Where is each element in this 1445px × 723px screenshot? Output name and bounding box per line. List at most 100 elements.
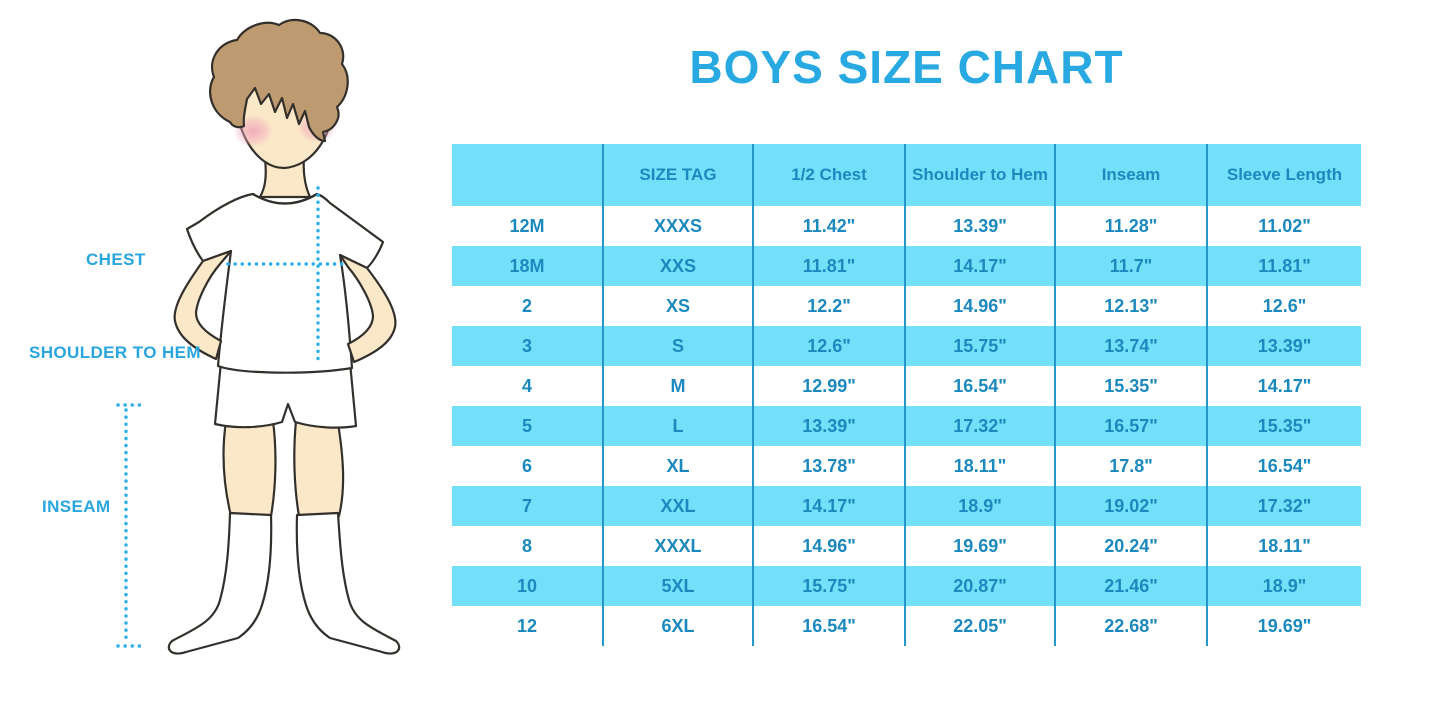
- table-row: 10 5XL 15.75" 20.87" 21.46" 18.9": [452, 566, 1361, 606]
- cell-sleeve-length: 12.6": [1206, 286, 1361, 326]
- cell-age: 10: [452, 566, 603, 606]
- cell-size-tag: 5XL: [602, 566, 753, 606]
- header-sleeve-length: Sleeve Length: [1206, 144, 1361, 206]
- header-size-tag: SIZE TAG: [602, 144, 753, 206]
- table-row: 7 XXL 14.17" 18.9" 19.02" 17.32": [452, 486, 1361, 526]
- boy-left-sock: [167, 511, 273, 655]
- table-row: 12 6XL 16.54" 22.05" 22.68" 19.69": [452, 606, 1361, 646]
- cell-inseam: 20.24": [1054, 526, 1207, 566]
- boy-tshirt: [185, 192, 385, 374]
- cell-shoulder-hem: 16.54": [904, 366, 1055, 406]
- table-row: 18M XXS 11.81" 14.17" 11.7" 11.81": [452, 246, 1361, 286]
- cell-age: 4: [452, 366, 603, 406]
- cell-shoulder-hem: 13.39": [904, 206, 1055, 246]
- cell-sleeve-length: 18.11": [1206, 526, 1361, 566]
- cell-shoulder-hem: 20.87": [904, 566, 1055, 606]
- cell-size-tag: L: [602, 406, 753, 446]
- header-half-chest: 1/2 Chest: [752, 144, 905, 206]
- cell-size-tag: XXXL: [602, 526, 753, 566]
- cell-sleeve-length: 13.39": [1206, 326, 1361, 366]
- header-shoulder-hem: Shoulder to Hem: [904, 144, 1055, 206]
- cell-age: 12: [452, 606, 603, 646]
- cell-inseam: 15.35": [1054, 366, 1207, 406]
- table-row: 3 S 12.6" 15.75" 13.74" 13.39": [452, 326, 1361, 366]
- cell-inseam: 13.74": [1054, 326, 1207, 366]
- cell-half-chest: 13.78": [752, 446, 905, 486]
- cell-inseam: 21.46": [1054, 566, 1207, 606]
- table-row: 5 L 13.39" 17.32" 16.57" 15.35": [452, 406, 1361, 446]
- boy-hair: [209, 18, 349, 143]
- cell-sleeve-length: 11.02": [1206, 206, 1361, 246]
- cell-size-tag: XS: [602, 286, 753, 326]
- cell-size-tag: XXXS: [602, 206, 753, 246]
- cell-age: 12M: [452, 206, 603, 246]
- cell-age: 18M: [452, 246, 603, 286]
- cell-half-chest: 16.54": [752, 606, 905, 646]
- cell-half-chest: 14.17": [752, 486, 905, 526]
- table-row: 12M XXXS 11.42" 13.39" 11.28" 11.02": [452, 206, 1361, 246]
- cell-sleeve-length: 14.17": [1206, 366, 1361, 406]
- cell-half-chest: 13.39": [752, 406, 905, 446]
- cell-shoulder-hem: 19.69": [904, 526, 1055, 566]
- cell-inseam: 22.68": [1054, 606, 1207, 646]
- cell-age: 6: [452, 446, 603, 486]
- cell-half-chest: 14.96": [752, 526, 905, 566]
- chest-label: CHEST: [86, 250, 146, 269]
- cell-shoulder-hem: 14.96": [904, 286, 1055, 326]
- cell-age: 2: [452, 286, 603, 326]
- cell-shoulder-hem: 17.32": [904, 406, 1055, 446]
- cell-shoulder-hem: 14.17": [904, 246, 1055, 286]
- cell-sleeve-length: 11.81": [1206, 246, 1361, 286]
- cell-inseam: 12.13": [1054, 286, 1207, 326]
- boy-right-sock: [295, 511, 401, 655]
- cell-size-tag: 6XL: [602, 606, 753, 646]
- table-header-row: SIZE TAG 1/2 Chest Shoulder to Hem Insea…: [452, 144, 1361, 206]
- boy-measurement-illustration: [116, 18, 401, 655]
- cell-inseam: 11.7": [1054, 246, 1207, 286]
- cell-shoulder-hem: 15.75": [904, 326, 1055, 366]
- boy-collar-line: [251, 192, 319, 205]
- table-row: 6 XL 13.78" 18.11" 17.8" 16.54": [452, 446, 1361, 486]
- boy-left-arm: [173, 249, 233, 361]
- cell-half-chest: 12.6": [752, 326, 905, 366]
- page-title: BOYS SIZE CHART: [689, 41, 1124, 93]
- cell-inseam: 19.02": [1054, 486, 1207, 526]
- cell-inseam: 17.8": [1054, 446, 1207, 486]
- cell-size-tag: S: [602, 326, 753, 366]
- boy-right-leg: [293, 419, 345, 518]
- cell-size-tag: XL: [602, 446, 753, 486]
- boy-right-arm: [338, 253, 397, 364]
- cell-size-tag: XXS: [602, 246, 753, 286]
- cell-inseam: 16.57": [1054, 406, 1207, 446]
- shoulder-to-hem-label: SHOULDER TO HEM: [29, 343, 201, 362]
- cell-size-tag: XXL: [602, 486, 753, 526]
- table-row: 4 M 12.99" 16.54" 15.35" 14.17": [452, 366, 1361, 406]
- inseam-label: INSEAM: [42, 497, 111, 516]
- cell-sleeve-length: 18.9": [1206, 566, 1361, 606]
- cell-age: 3: [452, 326, 603, 366]
- table-row: 8 XXXL 14.96" 19.69" 20.24" 18.11": [452, 526, 1361, 566]
- cell-sleeve-length: 16.54": [1206, 446, 1361, 486]
- cell-sleeve-length: 17.32": [1206, 486, 1361, 526]
- size-table: SIZE TAG 1/2 Chest Shoulder to Hem Insea…: [452, 144, 1361, 646]
- cell-shoulder-hem: 22.05": [904, 606, 1055, 646]
- header-age: [452, 144, 603, 206]
- cell-half-chest: 15.75": [752, 566, 905, 606]
- cell-half-chest: 12.2": [752, 286, 905, 326]
- cell-shoulder-hem: 18.9": [904, 486, 1055, 526]
- cell-age: 7: [452, 486, 603, 526]
- cell-half-chest: 11.81": [752, 246, 905, 286]
- cell-age: 5: [452, 406, 603, 446]
- cell-shoulder-hem: 18.11": [904, 446, 1055, 486]
- table-row: 2 XS 12.2" 14.96" 12.13" 12.6": [452, 286, 1361, 326]
- cell-sleeve-length: 19.69": [1206, 606, 1361, 646]
- cell-inseam: 11.28": [1054, 206, 1207, 246]
- cell-half-chest: 11.42": [752, 206, 905, 246]
- cell-sleeve-length: 15.35": [1206, 406, 1361, 446]
- cell-half-chest: 12.99": [752, 366, 905, 406]
- cell-age: 8: [452, 526, 603, 566]
- boy-shorts: [213, 360, 358, 429]
- boy-left-leg: [222, 419, 277, 518]
- header-inseam: Inseam: [1054, 144, 1207, 206]
